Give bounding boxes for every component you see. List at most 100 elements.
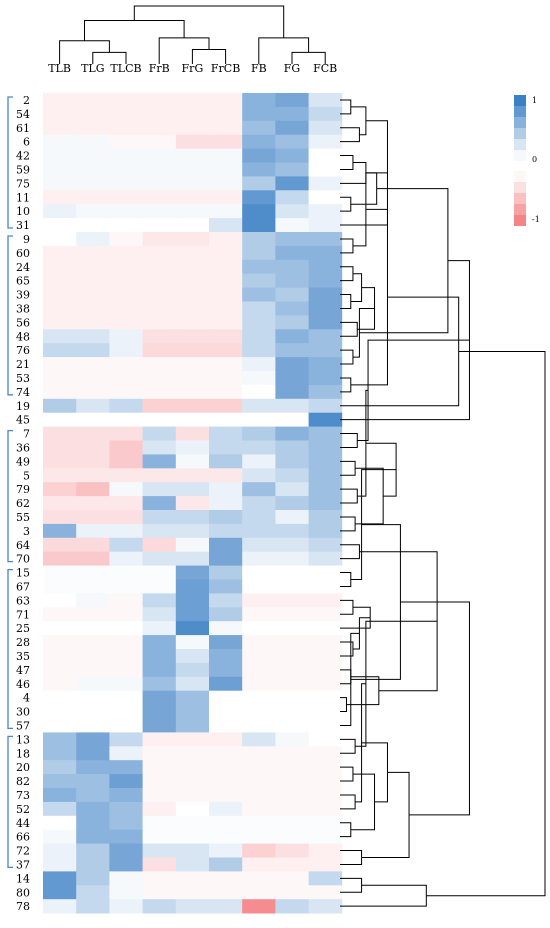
heatmap-cell [308, 204, 343, 219]
row-dendrogram-branch [340, 296, 460, 407]
heatmap-cell [43, 273, 77, 288]
legend-swatch [514, 95, 526, 106]
heatmap-cell [308, 412, 343, 427]
heatmap-cell [43, 899, 77, 914]
heatmap-cell [275, 621, 309, 636]
heatmap-cell [242, 551, 276, 566]
heatmap-cell [76, 579, 110, 594]
heatmap-cell [43, 245, 77, 261]
row-label: 52 [16, 803, 30, 816]
heatmap-cell [275, 899, 309, 914]
heatmap-cell [275, 593, 309, 608]
heatmap-cell [275, 204, 309, 219]
heatmap-cell [43, 523, 77, 539]
heatmap-cell [142, 329, 177, 344]
heatmap-cell [76, 732, 110, 747]
heatmap-cell [275, 635, 309, 650]
heatmap-cell [109, 857, 143, 872]
heatmap-cell [242, 343, 276, 358]
heatmap-cell [76, 607, 110, 622]
row-dendrogram-branch [340, 850, 363, 865]
heatmap-cell [142, 357, 177, 372]
heatmap-cell [43, 106, 77, 122]
heatmap-cell [175, 371, 210, 386]
cluster-bracket [7, 568, 13, 730]
row-label: 45 [16, 414, 30, 427]
row-dendrogram-branch [350, 773, 376, 831]
heatmap-cell [275, 607, 309, 622]
heatmap-cell [142, 579, 177, 594]
heatmap-cell [175, 537, 210, 553]
heatmap-cell [142, 301, 177, 316]
heatmap-cell [109, 801, 143, 817]
heatmap-cell [175, 134, 210, 149]
row-label: 24 [16, 261, 30, 274]
row-label: 59 [16, 163, 30, 176]
heatmap-cell [76, 662, 110, 678]
heatmap-cell [209, 718, 243, 733]
heatmap-cell [43, 885, 77, 900]
heatmap-cell [175, 329, 210, 344]
heatmap-cell [308, 301, 343, 316]
heatmap-cell [308, 537, 343, 553]
heatmap-cell [242, 190, 276, 205]
row-dendrogram-branch [340, 632, 360, 726]
heatmap-cell [175, 259, 210, 275]
heatmap-cell [43, 537, 77, 553]
heatmap-cell [76, 801, 110, 817]
heatmap-cell [76, 412, 110, 427]
row-dendrogram-branch [340, 260, 470, 421]
heatmap-cell [109, 329, 143, 344]
heatmap-cell [76, 621, 110, 636]
heatmap-cell [275, 746, 309, 761]
heatmap-cell [109, 440, 143, 455]
row-dendrogram-branch [350, 524, 401, 680]
heatmap-cell [209, 593, 243, 608]
row-dendrogram-branch [340, 544, 360, 560]
heatmap-cell [308, 287, 343, 302]
heatmap-cell [275, 287, 309, 302]
heatmap-cell [43, 857, 77, 872]
heatmap-cell [242, 649, 276, 664]
heatmap-cell [76, 482, 110, 497]
row-label: 74 [16, 386, 30, 399]
heatmap-cell [109, 746, 143, 761]
heatmap-cell [175, 774, 210, 789]
heatmap-cell [242, 704, 276, 719]
heatmap-cell [76, 510, 110, 525]
row-label: 44 [16, 817, 30, 830]
legend-swatch [514, 171, 526, 182]
heatmap-cell [242, 537, 276, 553]
heatmap-cell [175, 857, 210, 872]
row-label: 4 [23, 692, 30, 705]
heatmap-cell [142, 134, 177, 149]
heatmap-cell [275, 245, 309, 261]
heatmap-cell [175, 357, 210, 372]
heatmap-cell [76, 190, 110, 205]
row-label: 80 [16, 886, 30, 899]
heatmap-cell [308, 593, 343, 608]
heatmap-cell [109, 468, 143, 483]
heatmap-cell [209, 454, 243, 469]
heatmap-cell [43, 774, 77, 789]
heatmap-cell [175, 287, 210, 302]
heatmap-cell [109, 245, 143, 261]
heatmap-cell [275, 774, 309, 789]
heatmap-cell [275, 190, 309, 205]
heatmap-cell [275, 537, 309, 553]
heatmap-cell [209, 662, 243, 678]
heatmap-cell [43, 482, 77, 497]
heatmap-cell [142, 273, 177, 288]
heatmap-cell [308, 774, 343, 789]
heatmap-cell [76, 815, 110, 831]
row-label: 14 [16, 872, 30, 885]
heatmap-cell [209, 273, 243, 288]
heatmap-cell [142, 537, 177, 553]
heatmap-cell [209, 329, 243, 344]
heatmap-cell [275, 704, 309, 719]
heatmap-cell [43, 593, 77, 608]
heatmap-cell [175, 843, 210, 858]
heatmap-cell [242, 496, 276, 511]
heatmap-cell [308, 829, 343, 844]
heatmap-cell [43, 551, 77, 566]
